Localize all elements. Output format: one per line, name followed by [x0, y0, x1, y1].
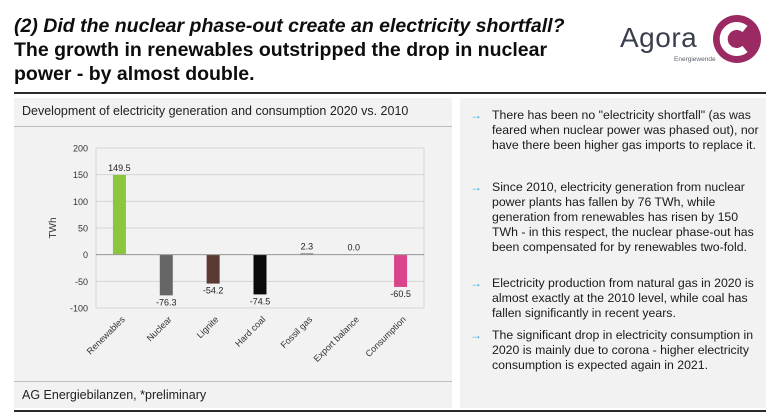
logo-tagline: Energiewende	[674, 56, 716, 63]
bottom-divider	[14, 410, 766, 412]
logo-wordmark: Agora	[620, 22, 698, 53]
logo-mark-icon	[713, 15, 761, 63]
bullet-item: → Since 2010, electricity generation from…	[470, 180, 762, 255]
y-tick-label: -100	[70, 304, 88, 314]
bullet-list: → There has been no "electricity shortfal…	[460, 98, 766, 408]
chart-source: AG Energiebilanzen, *preliminary	[22, 388, 207, 402]
bar	[206, 254, 220, 284]
bar	[112, 174, 126, 255]
page-title: (2) Did the nuclear phase-out create an …	[14, 14, 604, 86]
chart-panel: Development of electricity generation an…	[14, 98, 452, 408]
bar	[394, 254, 408, 287]
bar	[253, 254, 267, 295]
arrow-icon: →	[470, 180, 482, 194]
bullet-item: → Electricity production from natural gas…	[470, 276, 762, 321]
y-tick-label: 50	[78, 224, 88, 234]
y-tick-label: 0	[83, 250, 88, 260]
chart-source-bar: AG Energiebilanzen, *preliminary	[14, 381, 452, 408]
y-tick-label: 100	[73, 197, 88, 207]
title-question: (2) Did the nuclear phase-out create an …	[14, 15, 565, 37]
data-label: -60.5	[390, 289, 411, 299]
category-label: Renewables	[85, 314, 127, 356]
bullet-text: Electricity production from natural gas …	[492, 276, 754, 320]
category-label: Hard coal	[233, 314, 267, 348]
y-tick-label: 200	[73, 144, 88, 154]
y-tick-label: 150	[73, 170, 88, 180]
bullet-item: → There has been no "electricity shortfal…	[470, 108, 762, 153]
data-label: -54.2	[203, 286, 224, 296]
category-label: Nuclear	[145, 314, 174, 343]
agora-logo: Agora Energiewende	[616, 8, 766, 68]
bar	[159, 254, 173, 296]
data-label: 0.0	[347, 243, 360, 253]
data-label: 2.3	[301, 241, 314, 251]
category-label: Consumption	[363, 314, 408, 359]
category-label: Lignite	[195, 314, 221, 340]
arrow-icon: →	[470, 328, 482, 342]
bullet-text: The significant drop in electricity cons…	[492, 328, 754, 372]
data-label: 149.5	[108, 163, 131, 173]
bullet-text: Since 2010, electricity generation from …	[492, 180, 754, 254]
y-tick-label: -50	[75, 277, 88, 287]
chart-heading: Development of electricity generation an…	[22, 104, 409, 118]
arrow-icon: →	[470, 276, 482, 290]
data-label: -74.5	[250, 296, 271, 306]
chart-heading-bar: Development of electricity generation an…	[14, 98, 452, 127]
bullet-text: There has been no "electricity shortfall…	[492, 108, 759, 152]
data-label: -76.3	[156, 297, 177, 307]
bullet-item: → The significant drop in electricity con…	[470, 328, 762, 373]
title-statement: The growth in renewables outstripped the…	[14, 39, 548, 85]
top-divider	[14, 92, 766, 94]
y-axis-label: TWh	[48, 217, 59, 238]
bar-chart: 200 150 100 50 0 -50 -100 TWh 149.5 Renewables -76…	[48, 144, 425, 364]
category-label: Export balance	[312, 314, 362, 364]
arrow-icon: →	[470, 108, 482, 122]
bar	[300, 253, 314, 255]
category-label: Fossil gas	[279, 314, 315, 350]
